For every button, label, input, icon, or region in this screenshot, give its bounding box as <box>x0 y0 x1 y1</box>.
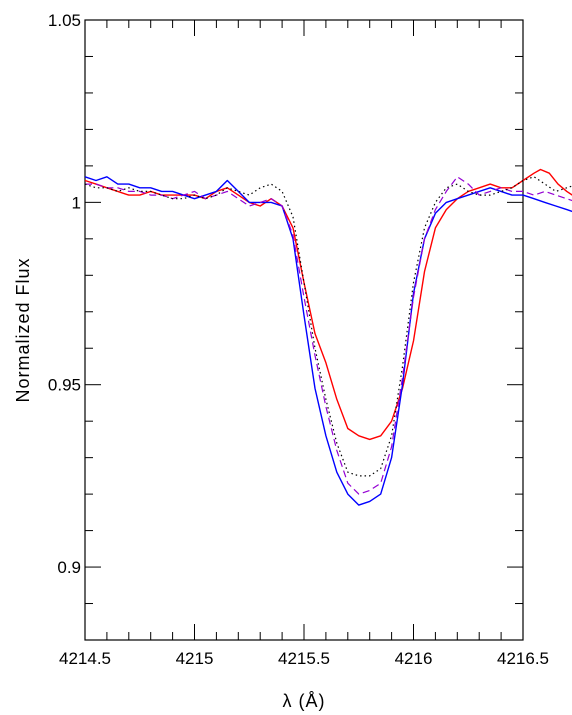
x-tick-label: 4215.5 <box>278 649 330 668</box>
x-tick-label: 4216.5 <box>497 649 549 668</box>
y-tick-label: 0.95 <box>48 376 81 395</box>
series-line-3 <box>85 176 572 495</box>
x-tick-label: 4214.5 <box>59 649 111 668</box>
plot-frame <box>84 19 524 641</box>
axis-ticks <box>84 19 524 641</box>
x-tick-label: 4216 <box>395 649 433 668</box>
series-line-4 <box>84 176 572 477</box>
y-tick-label: 0.9 <box>57 558 81 577</box>
x-axis-title: λ (Å) <box>283 691 326 711</box>
series-line-2 <box>84 176 572 506</box>
y-tick-label: 1 <box>72 193 81 212</box>
series-line-1 <box>84 168 572 441</box>
x-tick-label: 4215 <box>176 649 214 668</box>
data-series <box>84 168 572 506</box>
y-tick-label: 1.05 <box>48 11 81 30</box>
y-axis-title: Normalized Flux <box>13 257 33 402</box>
axis-tick-labels: 4214.5 4215 4215.5 4216 4216.5 0.9 0.95 1 1.05 <box>48 11 549 668</box>
